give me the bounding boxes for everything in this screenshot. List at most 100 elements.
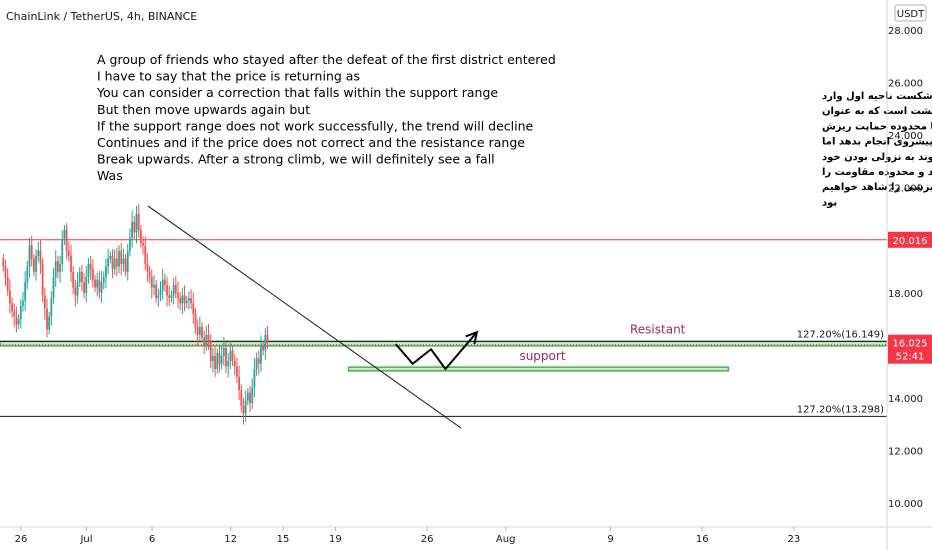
currency-label: USDT [897,9,925,20]
y-tick-label: 26.000 [888,79,923,90]
candle-body [28,245,31,267]
y-tick-label: 28.000 [888,26,923,37]
candle-body [32,258,35,272]
candle-body [185,300,188,304]
notes-layer: A group of friends who stayed after the … [96,52,932,208]
candle-body [196,326,199,335]
level-price-tag [888,231,932,248]
note-persian-line: داشته باشد و بعد دوباره به سمت بالا پیشر… [822,137,932,148]
x-tick-label: 19 [329,534,342,545]
x-tick-label: 26 [421,534,434,545]
x-tick-label: Jul [79,534,92,545]
current-price-label: 16.025 [893,339,928,350]
candle-body [207,334,210,341]
bar-countdown: 52:41 [896,352,925,363]
y-tick-label: 12.000 [888,446,923,457]
candle-body [98,279,101,293]
candle-body [212,355,214,362]
currency-badge[interactable]: USDT [894,4,927,22]
note-english-line: I have to say that the price is returnin… [97,69,360,84]
candle-body [83,282,85,293]
candle-body [246,392,249,401]
candle-body [192,303,195,314]
candle-body [59,263,61,272]
projection-arrowhead [465,330,479,345]
candle-body [198,326,201,335]
candle-body [24,282,27,301]
candle-body [139,229,142,243]
fib-level-label: 127.20%(16.149) [797,329,884,340]
levels-layer: 20.016 127.20%(16.149) 127.20%(13.298) 16.0… [0,231,932,417]
note-english-line: Break upwards. After a strong climb, we … [97,152,495,167]
y-tick-label: 22.000 [888,184,923,195]
chart-title: ChainLink / TetherUS, 4h, BINANCE [6,10,197,23]
zone-label-support: support [519,349,565,363]
candle-body [179,298,182,304]
candle-body [81,271,83,283]
candle-body [155,284,158,299]
x-tick-label: 6 [149,534,155,545]
x-tick-label: 23 [788,534,801,545]
note-persian-line: به سمت بالا بشکند بعد از صعود قوی حتما ر… [822,182,932,193]
y-tick-label: 18.000 [888,289,923,300]
projection-path [394,331,478,371]
zone-label-resistant: Resistant [630,322,686,336]
candle-body [153,284,155,288]
drawings-layer [147,205,479,429]
candle-body [201,326,203,338]
note-english-line: You can consider a correction that falls… [96,85,498,100]
candle-body [163,279,166,285]
candle-body [227,361,230,367]
candle-body [177,292,179,299]
candle-body [4,266,7,278]
candle-body [266,334,269,343]
candle-body [240,390,243,406]
candle-body [8,290,11,304]
note-english-line: Was [97,168,123,183]
candle-body [46,308,48,330]
candle-body [233,361,236,367]
candle-body [183,295,186,304]
candle-body [170,295,173,299]
candle-body [54,261,57,278]
candle-body [135,213,138,233]
current-price-tag [888,334,932,364]
candle-body [22,300,24,306]
candle-body [249,392,251,404]
candle-body [78,271,81,283]
candle-body [220,355,223,364]
y-tick-label: 14.000 [888,394,923,405]
candle-body [96,279,99,288]
candle-body [87,263,90,278]
candle-body [142,242,144,246]
candle-body [238,376,241,391]
candle-body [122,258,125,264]
candle-body [2,258,5,267]
candle-body [120,250,123,264]
candle-body [260,345,262,364]
candle-body [161,279,164,291]
candle-body [17,319,20,325]
candle-body [15,316,18,325]
candle-body [105,266,107,278]
candle-body [76,282,79,296]
candle-body [222,347,225,356]
x-tick-label: Aug [496,534,516,545]
candle-body [85,277,88,293]
x-tick-label: 15 [277,534,290,545]
currency-badge-box [894,4,927,22]
candles-layer [2,203,269,425]
candle-body [214,355,216,369]
candle-body [89,263,92,270]
downtrend-line [147,205,462,429]
candle-body [231,350,234,362]
level-price-label: 20.016 [893,236,928,247]
note-persian-line: بود [822,197,837,208]
candle-body [107,258,110,267]
candle-body [131,221,134,238]
note-english-line: Continues and if the price does not corr… [97,135,525,150]
candle-body [94,279,96,288]
zone-resistant [0,340,888,347]
candle-body [255,358,258,369]
